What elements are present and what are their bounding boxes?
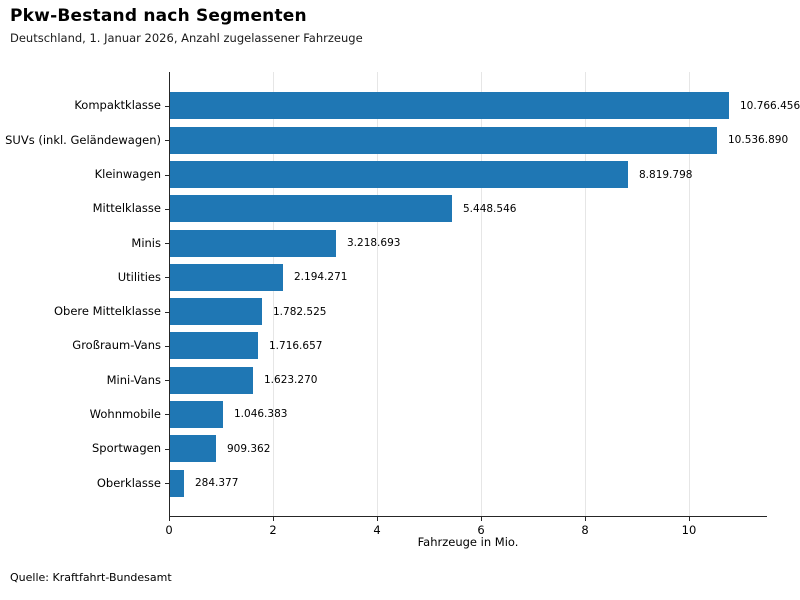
value-label: 1.623.270 [264,374,318,386]
y-tick [165,277,169,278]
x-axis-spine [169,516,767,517]
y-tick [165,209,169,210]
value-label: 10.536.890 [728,134,789,146]
x-tick [273,517,274,521]
source-note: Quelle: Kraftfahrt-Bundesamt [10,571,172,584]
category-label: Mittelklasse [92,201,161,215]
page-title: Pkw-Bestand nach Segmenten [10,6,307,26]
y-tick [165,140,169,141]
y-tick [165,483,169,484]
x-axis-label: Fahrzeuge in Mio. [417,535,519,549]
category-label: Utilities [117,270,161,284]
x-tick-label: 2 [269,523,277,537]
y-tick [165,175,169,176]
value-label: 10.766.456 [740,100,800,112]
x-tick-label: 0 [165,523,173,537]
y-tick [165,380,169,381]
x-tick [585,517,586,521]
y-tick [165,346,169,347]
y-tick [165,414,169,415]
x-tick-label: 4 [373,523,381,537]
gridline [377,72,378,517]
bar [169,332,258,359]
x-tick [689,517,690,521]
gridline [689,72,690,517]
bar [169,401,223,428]
bar [169,264,283,291]
bar [169,161,628,188]
category-label: Oberklasse [96,476,161,490]
x-tick [481,517,482,521]
gridline [481,72,482,517]
category-label: Kleinwagen [94,167,161,181]
bar [169,195,452,222]
value-label: 1.782.525 [273,306,327,318]
page-subtitle: Deutschland, 1. Januar 2026, Anzahl zuge… [10,31,363,45]
category-label: Minis [131,236,161,250]
category-label: Obere Mittelklasse [54,304,161,318]
x-tick-label: 10 [681,523,697,537]
gridline [585,72,586,517]
y-axis-category-labels: Kompaktklasse SUVs (inkl. Geländewagen) Kl… [0,72,161,517]
plot-area: 0 2 4 6 8 10 10.766.456 10.536.890 8.819.798 5.44… [165,72,800,537]
y-tick [165,312,169,313]
bar [169,367,253,394]
bar [169,127,717,154]
category-label: Großraum-Vans [72,338,161,352]
bar [169,92,729,119]
y-tick [165,106,169,107]
category-label: Wohnmobile [89,407,161,421]
bar [169,435,216,462]
x-tick [377,517,378,521]
category-label: Mini-Vans [106,373,161,387]
value-label: 284.377 [195,477,239,489]
y-tick [165,449,169,450]
bar [169,298,262,325]
y-axis-spine [169,72,170,517]
value-label: 909.362 [227,443,271,455]
x-tick-label: 6 [477,523,485,537]
category-label: SUVs (inkl. Geländewagen) [5,133,161,147]
category-label: Kompaktklasse [74,98,161,112]
value-label: 1.716.657 [269,340,323,352]
category-label: Sportwagen [92,441,161,455]
value-label: 5.448.546 [463,203,517,215]
value-label: 1.046.383 [234,408,288,420]
y-tick [165,243,169,244]
x-tick [169,517,170,521]
value-label: 8.819.798 [639,169,693,181]
value-label: 2.194.271 [294,271,348,283]
bar [169,230,336,257]
gridline [273,72,274,517]
bar [169,470,184,497]
value-label: 3.218.693 [347,237,401,249]
x-tick-label: 8 [581,523,589,537]
